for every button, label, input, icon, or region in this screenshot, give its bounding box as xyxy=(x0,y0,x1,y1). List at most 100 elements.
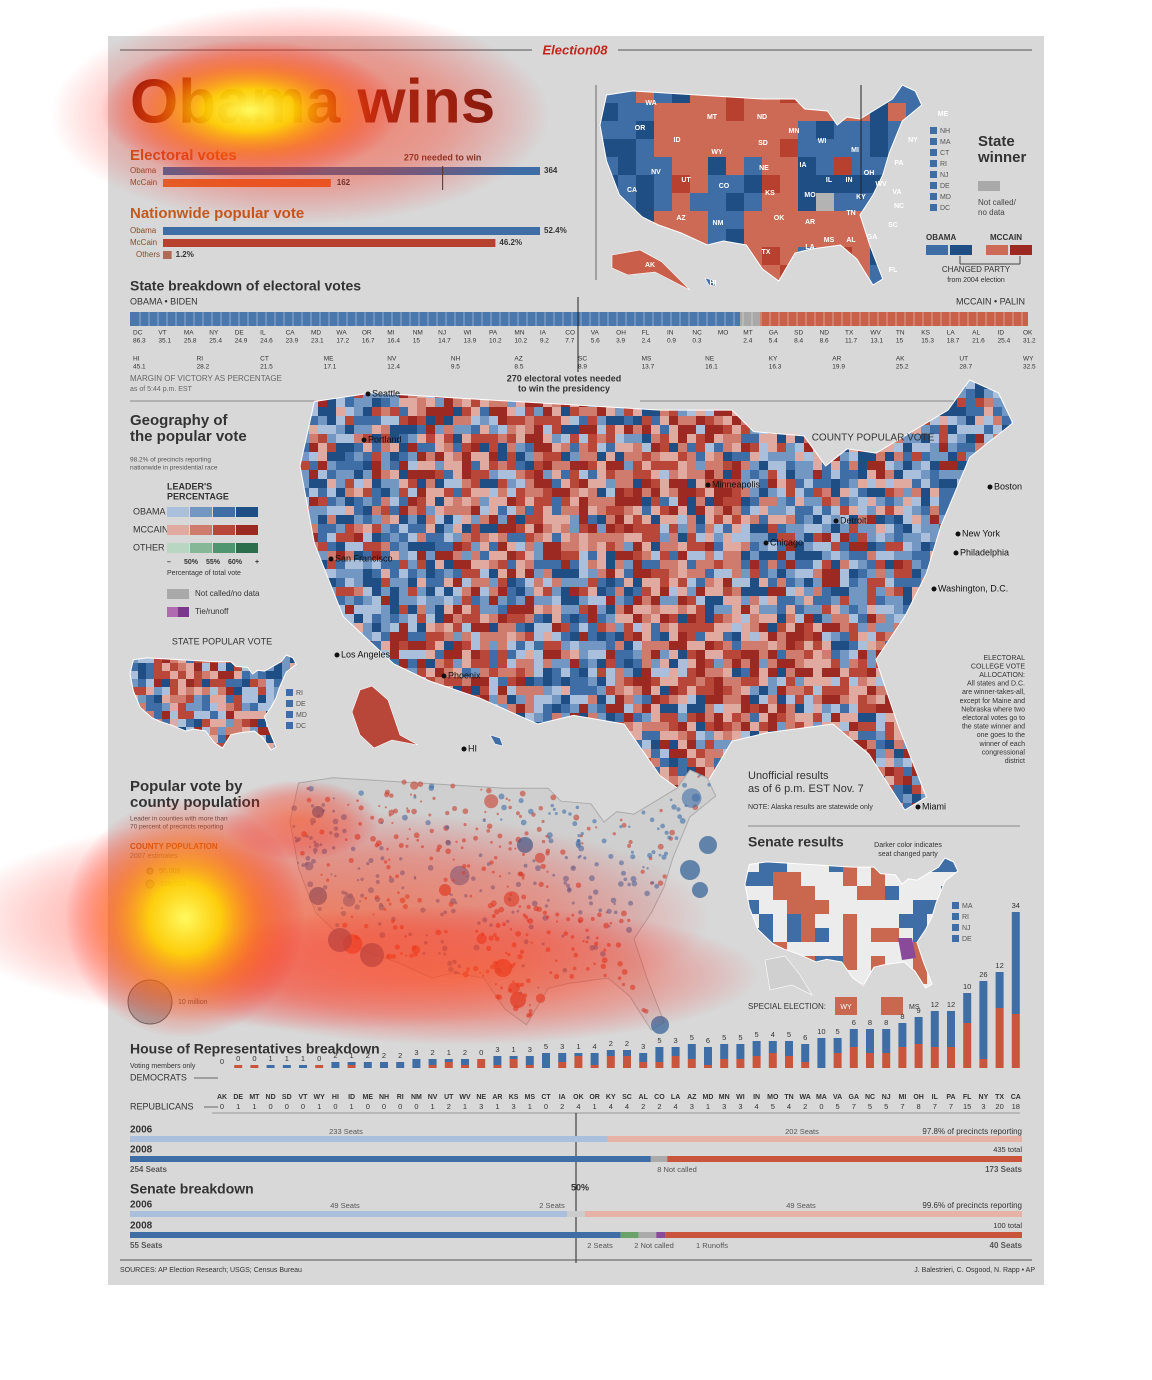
map-cell xyxy=(606,515,616,525)
map-cell xyxy=(840,641,850,651)
map-cell xyxy=(354,542,364,552)
map-cell xyxy=(948,479,958,489)
county-bubble xyxy=(464,894,468,898)
map-cell xyxy=(768,470,778,480)
county-bubble xyxy=(425,934,428,937)
county-bubble xyxy=(630,850,634,854)
map-cell xyxy=(705,542,715,552)
map-cell xyxy=(750,641,760,651)
map-cell xyxy=(606,569,616,579)
map-cell xyxy=(390,623,400,633)
small-state-box xyxy=(930,160,937,167)
map-cell xyxy=(597,713,607,723)
map-cell xyxy=(202,719,211,728)
map-cell xyxy=(660,533,670,543)
map-cell xyxy=(849,479,859,489)
map-cell xyxy=(705,416,715,426)
map-cell xyxy=(669,740,679,750)
map-cell xyxy=(849,587,859,597)
map-cell xyxy=(372,407,382,417)
map-cell xyxy=(948,443,958,453)
map-cell xyxy=(462,533,472,543)
map-cell xyxy=(579,659,589,669)
map-cell xyxy=(831,470,841,480)
map-cell xyxy=(633,443,643,453)
map-cell xyxy=(723,587,733,597)
map-cell xyxy=(354,560,364,570)
map-cell xyxy=(543,515,553,525)
map-cell xyxy=(336,533,346,543)
map-cell xyxy=(588,677,598,687)
map-cell xyxy=(768,713,778,723)
map-cell xyxy=(798,157,817,176)
map-cell xyxy=(678,479,688,489)
map-cell xyxy=(834,229,853,248)
map-cell xyxy=(417,542,427,552)
map-cell xyxy=(354,443,364,453)
map-cell xyxy=(186,703,195,712)
map-cell xyxy=(642,650,652,660)
label: 18.7 xyxy=(947,338,960,345)
label: 2.4 xyxy=(743,338,752,345)
city-dot xyxy=(987,484,993,490)
county-bubble xyxy=(404,935,408,938)
map-cell xyxy=(804,587,814,597)
map-cell xyxy=(804,470,814,480)
map-cell xyxy=(444,677,454,687)
map-cell xyxy=(435,533,445,543)
map-cell xyxy=(624,596,634,606)
county-bubble xyxy=(440,912,444,917)
label: 28.7 xyxy=(959,364,972,371)
map-cell xyxy=(615,569,625,579)
map-cell xyxy=(615,587,625,597)
map-cell xyxy=(543,461,553,471)
map-cell xyxy=(453,659,463,669)
map-cell xyxy=(678,686,688,696)
map-cell xyxy=(903,758,913,768)
map-cell xyxy=(786,659,796,669)
map-cell xyxy=(624,497,634,507)
map-cell xyxy=(660,650,670,660)
map-cell xyxy=(210,703,219,712)
label: 13.7 xyxy=(642,364,655,371)
map-cell xyxy=(372,398,382,408)
state-label: UT xyxy=(681,177,691,184)
county-bubble xyxy=(546,930,551,935)
small-state-box xyxy=(930,171,937,178)
map-cell xyxy=(354,623,364,633)
state-label: NC xyxy=(894,203,904,210)
county-bubble xyxy=(335,923,340,928)
map-cell xyxy=(507,596,517,606)
map-cell xyxy=(417,506,427,516)
county-bubble xyxy=(651,881,655,885)
map-cell xyxy=(831,614,841,624)
map-cell xyxy=(444,623,454,633)
map-cell xyxy=(242,671,251,680)
map-cell xyxy=(570,488,580,498)
map-cell xyxy=(146,695,155,704)
map-cell xyxy=(345,542,355,552)
map-cell xyxy=(705,524,715,534)
map-cell xyxy=(633,686,643,696)
alaska xyxy=(611,249,691,291)
map-cell xyxy=(381,614,391,624)
map-cell xyxy=(633,515,643,525)
map-cell xyxy=(138,703,147,712)
map-cell xyxy=(471,407,481,417)
map-cell xyxy=(822,497,832,507)
map-cell xyxy=(741,515,751,525)
map-cell xyxy=(372,443,382,453)
map-cell xyxy=(714,659,724,669)
map-cell xyxy=(714,488,724,498)
legend-swatch xyxy=(213,525,235,535)
map-cell xyxy=(858,623,868,633)
map-cell xyxy=(912,461,922,471)
label: 9.5 xyxy=(451,364,460,371)
map-cell xyxy=(480,506,490,516)
map-cell xyxy=(525,605,535,615)
map-cell xyxy=(516,407,526,417)
map-cell xyxy=(381,551,391,561)
map-cell xyxy=(336,542,346,552)
label: NH xyxy=(451,356,461,363)
county-bubble xyxy=(423,940,428,945)
